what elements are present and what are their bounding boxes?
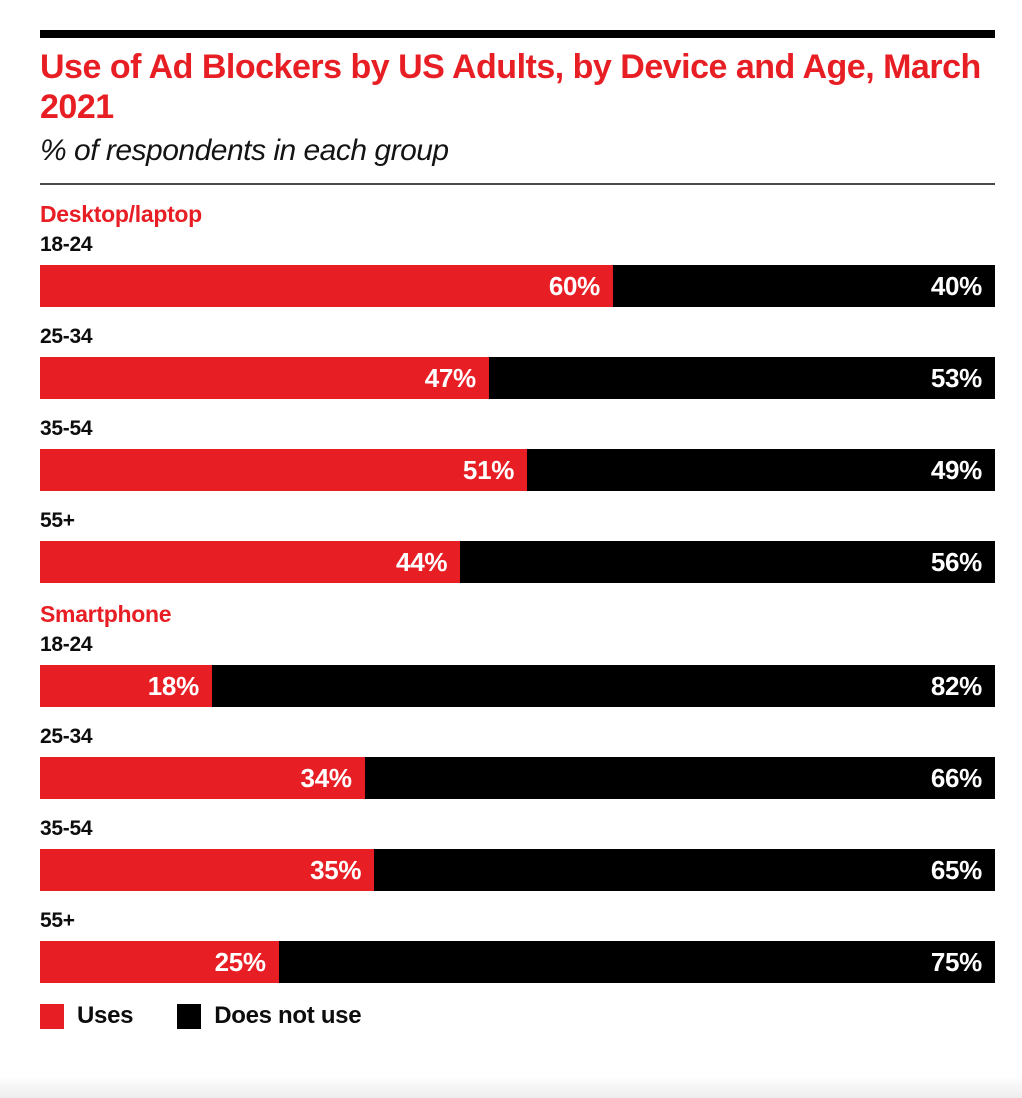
bar-stack: 60% 40%	[40, 265, 995, 307]
bar-segment-uses: 60%	[40, 265, 613, 307]
chart-subtitle: % of respondents in each group	[40, 134, 449, 167]
bar-stack: 44% 56%	[40, 541, 995, 583]
bar-segment-does-not-use: 65%	[374, 849, 995, 891]
age-label: 55+	[40, 509, 75, 532]
bar-row: 18-24 60% 40%	[40, 234, 995, 307]
bottom-fade	[0, 1076, 1022, 1098]
bar-row: 25-34 47% 53%	[40, 326, 995, 399]
age-label: 25-34	[40, 325, 93, 348]
chart-page: Use of Ad Blockers by US Adults, by Devi…	[0, 30, 1022, 1030]
bar-stack: 51% 49%	[40, 449, 995, 491]
value-label: 56%	[930, 546, 982, 577]
age-label: 18-24	[40, 233, 93, 256]
bar-row: 55+ 25% 75%	[40, 910, 995, 983]
bar-segment-does-not-use: 53%	[488, 357, 995, 399]
value-label: 53%	[930, 362, 982, 393]
bar-row: 18-24 18% 82%	[40, 634, 995, 707]
value-label: 65%	[930, 854, 982, 885]
value-label: 25%	[214, 946, 266, 977]
value-label: 44%	[396, 546, 448, 577]
value-label: 34%	[300, 762, 352, 793]
bar-segment-does-not-use: 75%	[278, 941, 995, 983]
bar-stack: 34% 66%	[40, 757, 995, 799]
bar-segment-does-not-use: 49%	[527, 449, 995, 491]
divider-line	[40, 183, 995, 185]
legend-item-does-not-use: Does not use	[177, 1002, 362, 1030]
bar-row: 55+ 44% 56%	[40, 510, 995, 583]
value-label: 82%	[930, 670, 982, 701]
bar-segment-does-not-use: 82%	[211, 665, 995, 707]
bar-stack: 35% 65%	[40, 849, 995, 891]
bar-segment-uses: 18%	[40, 665, 212, 707]
legend-label-does-not-use: Does not use	[214, 1002, 362, 1029]
legend-swatch-uses	[40, 1003, 64, 1029]
legend-label-uses: Uses	[77, 1002, 134, 1029]
age-label: 18-24	[40, 633, 93, 656]
chart-title: Use of Ad Blockers by US Adults, by Devi…	[40, 48, 981, 126]
legend-item-uses: Uses	[40, 1002, 133, 1030]
age-label: 35-54	[40, 817, 93, 840]
value-label: 40%	[930, 270, 982, 301]
age-label: 25-34	[40, 725, 93, 748]
section-heading-desktop-laptop: Desktop/laptop	[40, 201, 202, 227]
age-label: 35-54	[40, 417, 93, 440]
bar-segment-uses: 25%	[40, 941, 279, 983]
age-label: 55+	[40, 909, 75, 932]
top-rule	[40, 30, 995, 38]
chart-body: Desktop/laptop 18-24 60% 40% 25-34 47% 53% 35-5…	[40, 202, 995, 983]
bar-row: 25-34 34% 66%	[40, 726, 995, 799]
bar-segment-does-not-use: 56%	[460, 541, 995, 583]
value-label: 18%	[147, 670, 199, 701]
value-label: 47%	[424, 362, 476, 393]
bar-stack: 18% 82%	[40, 665, 995, 707]
value-label: 49%	[930, 454, 982, 485]
bar-segment-does-not-use: 66%	[364, 757, 995, 799]
bar-segment-uses: 51%	[40, 449, 528, 491]
legend: Uses Does not use	[40, 1002, 995, 1030]
bar-segment-uses: 34%	[40, 757, 365, 799]
bar-segment-uses: 47%	[40, 357, 489, 399]
bar-row: 35-54 51% 49%	[40, 418, 995, 491]
value-label: 66%	[930, 762, 982, 793]
bar-segment-does-not-use: 40%	[613, 265, 995, 307]
value-label: 75%	[930, 946, 982, 977]
value-label: 60%	[548, 270, 600, 301]
value-label: 51%	[462, 454, 515, 485]
bar-segment-uses: 44%	[40, 541, 461, 583]
section-heading-smartphone: Smartphone	[40, 601, 172, 627]
bar-row: 35-54 35% 65%	[40, 818, 995, 891]
bar-stack: 47% 53%	[40, 357, 995, 399]
value-label: 35%	[310, 854, 362, 885]
bar-segment-uses: 35%	[40, 849, 375, 891]
bar-stack: 25% 75%	[40, 941, 995, 983]
legend-swatch-does-not-use	[177, 1003, 202, 1029]
